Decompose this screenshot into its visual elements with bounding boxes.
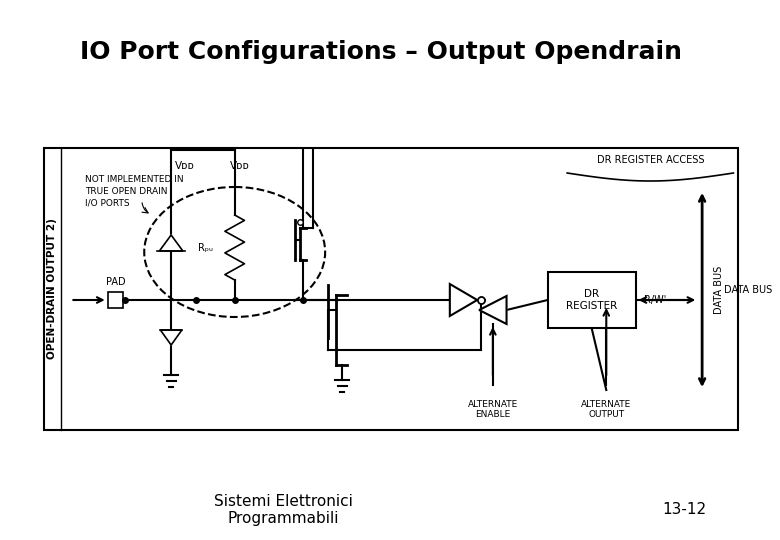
Text: OPEN-DRAIN OUTPUT 2): OPEN-DRAIN OUTPUT 2) — [48, 219, 57, 360]
Text: DR
REGISTER: DR REGISTER — [566, 289, 617, 311]
Text: Vᴅᴅ: Vᴅᴅ — [230, 161, 250, 171]
Text: NOT IMPLEMENTED IN
TRUE OPEN DRAIN
I/O PORTS: NOT IMPLEMENTED IN TRUE OPEN DRAIN I/O P… — [85, 175, 184, 207]
Text: ALTERNATE
OUTPUT: ALTERNATE OUTPUT — [581, 400, 632, 420]
Text: Vᴅᴅ: Vᴅᴅ — [175, 161, 195, 171]
Polygon shape — [161, 330, 182, 345]
Text: ALTERNATE
ENABLE: ALTERNATE ENABLE — [468, 400, 518, 420]
Text: Sistemi Elettronici
Programmabili: Sistemi Elettronici Programmabili — [215, 494, 353, 526]
Text: Rₚᵤ: Rₚᵤ — [198, 242, 213, 253]
Polygon shape — [159, 235, 183, 251]
Text: PAD: PAD — [105, 277, 126, 287]
Bar — [108, 292, 123, 308]
Bar — [548, 272, 636, 328]
Polygon shape — [479, 296, 506, 324]
Polygon shape — [450, 284, 477, 316]
Text: 13-12: 13-12 — [662, 503, 707, 517]
Text: R/W': R/W' — [644, 295, 666, 305]
Text: DR REGISTER ACCESS: DR REGISTER ACCESS — [597, 155, 704, 165]
Text: DATA BUS: DATA BUS — [714, 266, 724, 314]
Bar — [44, 148, 739, 430]
Text: IO Port Configurations – Output Opendrain: IO Port Configurations – Output Opendrai… — [80, 40, 682, 64]
Text: DATA BUS: DATA BUS — [724, 285, 772, 295]
